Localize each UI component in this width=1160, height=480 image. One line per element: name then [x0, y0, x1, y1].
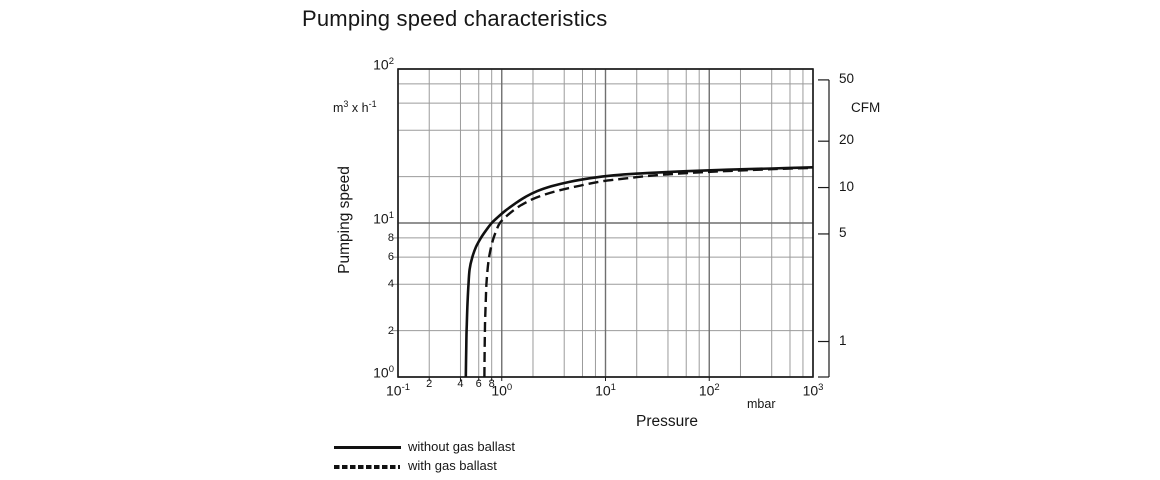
y-tick-label: 100 [373, 364, 394, 381]
y-minor-tick-label: 6 [387, 251, 394, 264]
curves [464, 166, 814, 378]
curve-with-gas-ballast [483, 166, 814, 378]
legend-label: with gas ballast [408, 458, 497, 473]
secondary-axis-label: CFM [851, 100, 881, 115]
x-tick-label: 100 [491, 382, 513, 399]
y-minor-tick-label: 8 [387, 231, 394, 244]
legend-solid-line-swatch [334, 446, 401, 449]
cfm-tick-label: 50 [839, 70, 855, 86]
x-axis-title: Pressure [636, 413, 699, 430]
cfm-tick-label: 10 [839, 178, 855, 194]
chart-title: Pumping speed characteristics [302, 6, 608, 31]
x-minor-tick-label: 6 [475, 378, 482, 390]
x-minor-tick-label: 8 [488, 378, 495, 390]
x-tick-label: 103 [802, 382, 824, 399]
curve-without-gas-ballast [464, 166, 814, 378]
x-axis-unit: mbar [747, 397, 776, 411]
y-minor-tick-label: 4 [387, 278, 394, 291]
x-minor-tick-label: 4 [457, 378, 464, 390]
cfm-tick-label: 20 [839, 132, 855, 148]
x-tick-label: 102 [698, 382, 720, 399]
y-axis-unit: m3 x h-1 [333, 99, 377, 116]
y-tick-label: 101 [373, 210, 394, 227]
y-minor-tick-label: 2 [387, 324, 394, 337]
legend-dashed-line-swatch [334, 465, 400, 469]
plot-frame [397, 68, 814, 378]
legend-label: without gas ballast [408, 439, 515, 454]
y-tick-label: 102 [373, 56, 394, 73]
cfm-tick-label: 1 [839, 332, 847, 348]
x-tick-label: 101 [595, 382, 616, 399]
x-minor-tick-label: 2 [426, 378, 433, 390]
cfm-tick-label: 5 [839, 224, 847, 240]
x-tick-label: 10-1 [385, 382, 411, 399]
